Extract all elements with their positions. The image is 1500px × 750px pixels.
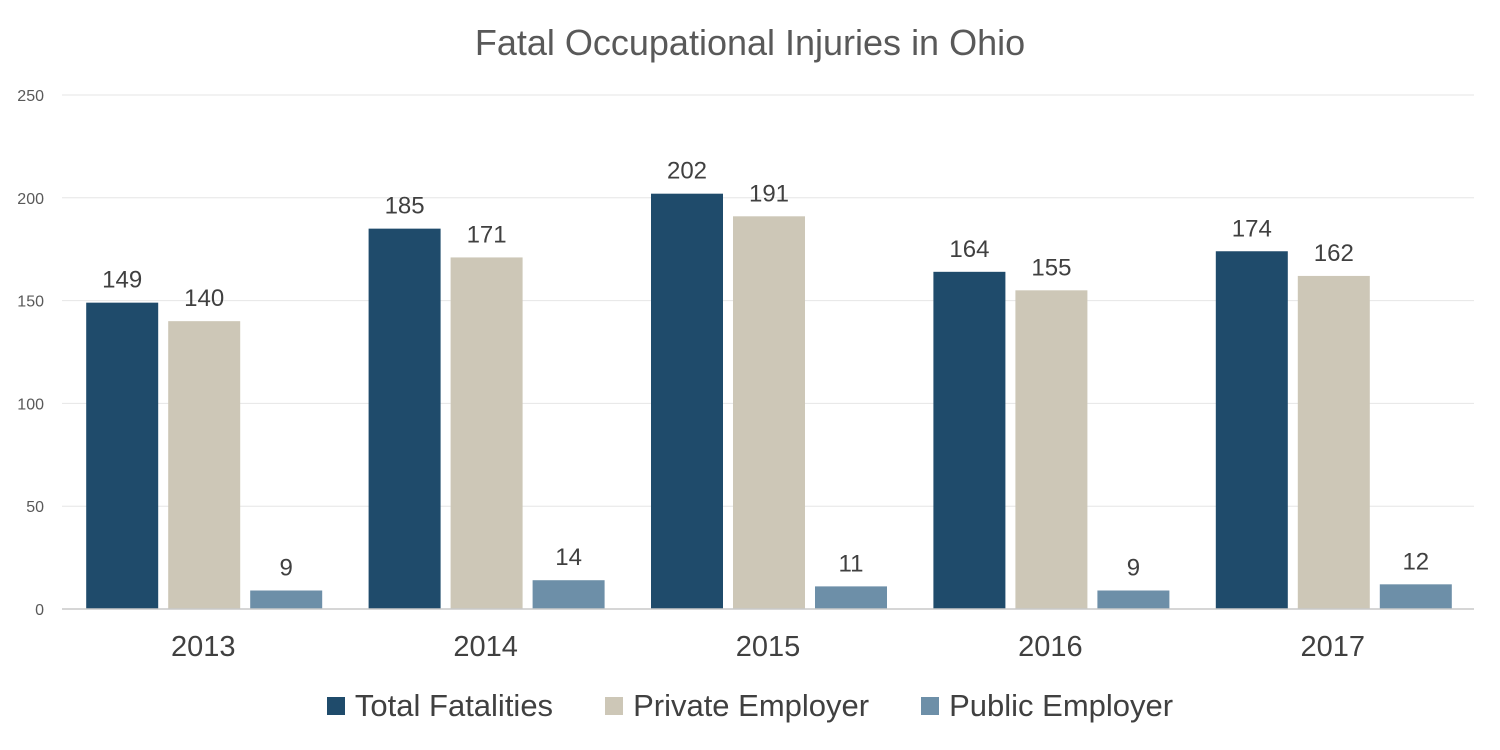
x-tick-label: 2014 bbox=[453, 631, 518, 663]
x-tick-label: 2015 bbox=[736, 631, 801, 663]
data-label: 171 bbox=[467, 221, 507, 248]
data-label: 140 bbox=[184, 285, 224, 312]
data-label: 191 bbox=[749, 180, 789, 207]
legend-label: Total Fatalities bbox=[354, 688, 554, 723]
data-label: 155 bbox=[1031, 254, 1071, 281]
y-axis-ticks: 0 50 100 150 200 250 bbox=[17, 88, 44, 619]
legend-label: Private Employer bbox=[633, 688, 870, 723]
y-tick-label: 0 bbox=[35, 602, 44, 619]
bar-private-employer-2015[interactable] bbox=[733, 216, 805, 609]
legend-swatch bbox=[605, 697, 624, 715]
x-tick-label: 2016 bbox=[1018, 631, 1083, 663]
bar-public-employer-2016[interactable] bbox=[1097, 590, 1170, 609]
y-tick-label: 150 bbox=[17, 294, 44, 311]
data-label: 202 bbox=[667, 158, 707, 185]
y-tick-label: 200 bbox=[17, 191, 44, 208]
legend-item-total-fatalities[interactable]: Total Fatalities bbox=[326, 688, 554, 724]
bar-private-employer-2017[interactable] bbox=[1297, 275, 1370, 609]
bar-public-employer-2017[interactable] bbox=[1379, 584, 1452, 609]
bar-public-employer-2013[interactable] bbox=[250, 590, 323, 609]
y-tick-label: 50 bbox=[26, 499, 44, 516]
legend-swatch bbox=[326, 697, 345, 715]
data-label: 149 bbox=[102, 267, 142, 294]
legend-item-public-employer[interactable]: Public Employer bbox=[921, 688, 1173, 724]
data-label: 164 bbox=[949, 236, 989, 263]
bar-total-fatalities-2014[interactable] bbox=[368, 228, 441, 609]
bar-total-fatalities-2016[interactable] bbox=[933, 271, 1006, 609]
data-label: 11 bbox=[839, 550, 864, 577]
bar-public-employer-2015[interactable] bbox=[815, 586, 887, 609]
data-label: 185 bbox=[385, 193, 425, 220]
legend-swatch bbox=[921, 697, 940, 715]
legend-label: Public Employer bbox=[949, 688, 1174, 723]
bars bbox=[86, 193, 1452, 610]
data-label: 174 bbox=[1232, 215, 1272, 242]
legend-item-private-employer[interactable]: Private Employer bbox=[605, 688, 869, 724]
bar-private-employer-2014[interactable] bbox=[450, 257, 523, 609]
data-label: 12 bbox=[1402, 548, 1429, 575]
legend: Total Fatalities Private Employer Public… bbox=[0, 688, 1500, 724]
data-label: 14 bbox=[555, 544, 582, 571]
bar-total-fatalities-2017[interactable] bbox=[1215, 251, 1288, 610]
data-label: 9 bbox=[280, 554, 293, 581]
chart-title: Fatal Occupational Injuries in Ohio bbox=[474, 22, 1026, 63]
x-tick-label: 2017 bbox=[1301, 631, 1366, 663]
x-tick-label: 2013 bbox=[171, 631, 236, 663]
y-tick-label: 100 bbox=[17, 396, 44, 413]
y-tick-label: 250 bbox=[17, 88, 44, 105]
bar-total-fatalities-2013[interactable] bbox=[86, 302, 159, 609]
bar-private-employer-2013[interactable] bbox=[168, 321, 241, 609]
bar-private-employer-2016[interactable] bbox=[1015, 290, 1088, 609]
data-label: 162 bbox=[1314, 240, 1354, 267]
data-labels: 149 140 9 185 171 14 202 191 11 164 155 9 174 162 12 bbox=[102, 158, 1429, 582]
bar-total-fatalities-2015[interactable] bbox=[651, 193, 723, 610]
x-axis-ticks: 2013 2014 2015 2016 2017 bbox=[171, 631, 1365, 663]
bar-public-employer-2014[interactable] bbox=[532, 580, 605, 609]
data-label: 9 bbox=[1127, 554, 1140, 581]
